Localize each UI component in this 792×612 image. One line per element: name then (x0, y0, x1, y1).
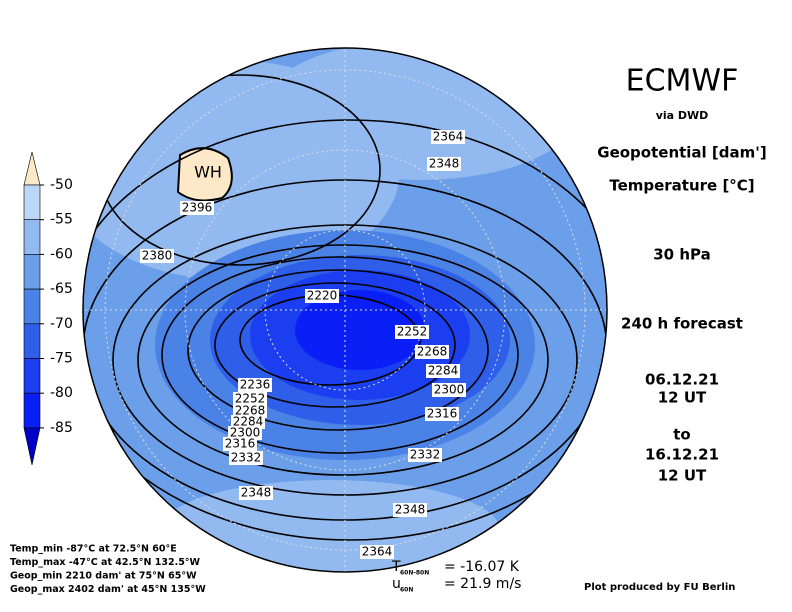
contour-label-box (238, 378, 272, 392)
contour-label: 2332 (410, 448, 441, 462)
level: 30 hPa (653, 246, 711, 264)
contour-label-box (180, 201, 214, 215)
contour-label: 2252 (397, 325, 428, 339)
connector: to (673, 426, 690, 444)
init-time: 12 UT (658, 389, 707, 407)
contour-label: 2316 (225, 437, 256, 451)
contour-label-box (431, 130, 465, 144)
legend-label: -75 (50, 351, 73, 367)
stat-line: Geop_min 2210 dam' at 75°N 65°W (10, 571, 197, 582)
index-subscript: 60N-80N (400, 570, 429, 577)
contour-label-box (239, 486, 273, 500)
contour-label: 2396 (182, 201, 213, 215)
legend-label: -60 (50, 246, 73, 262)
legend-swatch (23, 219, 41, 255)
contour-label: 2300 (230, 426, 261, 440)
contour-label: 2300 (434, 383, 465, 397)
stat-line: Temp_max -47°C at 42.5°N 132.5°W (10, 557, 201, 568)
contour-label: 2268 (235, 404, 266, 418)
legend-label: -50 (50, 177, 73, 193)
source: via DWD (656, 109, 709, 122)
legend-label: -85 (50, 420, 73, 436)
index-value: = -16.07 K (444, 559, 520, 575)
contour-label: 2348 (395, 503, 426, 517)
contour-label-box (408, 448, 442, 462)
contour-label-box (427, 157, 461, 171)
contour-label-box (415, 345, 449, 359)
legend-label: -65 (50, 281, 73, 297)
contour-label: 2364 (362, 545, 393, 559)
contour-label: 2284 (233, 415, 264, 429)
legend-swatch (23, 184, 41, 221)
legend-swatch (23, 392, 41, 429)
legend-label: -55 (50, 212, 73, 228)
legend-swatch (23, 427, 41, 465)
contour-label-box (140, 249, 174, 263)
legend-swatch (23, 254, 41, 290)
contour-label: 2380 (142, 249, 173, 263)
legend-swatch (23, 358, 41, 394)
contour-label-box (231, 415, 265, 429)
contour-label: 2284 (428, 364, 459, 378)
legend-swatch (23, 151, 41, 186)
contour-label-box (432, 383, 466, 397)
field: Temperature [°C] (609, 177, 754, 195)
contour-label-box (360, 545, 394, 559)
contour-label: 2268 (417, 345, 448, 359)
field: Geopotential [dam'] (597, 144, 766, 162)
stat-line: Temp_min -87°C at 72.5°N 60°E (10, 544, 177, 555)
contour-label-box (426, 364, 460, 378)
index-subscript: 60N (400, 587, 413, 594)
init-date: 06.12.21 (645, 371, 719, 389)
legend-swatch (23, 323, 41, 359)
forecast: 240 h forecast (621, 315, 743, 333)
valid-time: 12 UT (658, 467, 707, 485)
stat-line: Geop_max 2402 dam' at 45°N 135°W (10, 584, 206, 595)
contour-label: 2252 (235, 392, 266, 406)
contour-label-box (305, 289, 339, 303)
contour-label: 2364 (433, 130, 464, 144)
contour-label-box (425, 407, 459, 421)
high-label: WH (194, 163, 222, 182)
legend-label: -80 (50, 385, 73, 401)
contour-label-box (395, 325, 429, 339)
index-symbol: u (392, 576, 401, 592)
contour-label-box (223, 437, 257, 451)
index-symbol: T (391, 559, 401, 575)
contour-label: 2348 (241, 486, 272, 500)
contour-label: 2220 (307, 289, 338, 303)
contour-label-box (229, 451, 263, 465)
contour-label-box (233, 392, 267, 406)
legend-label: -70 (50, 316, 73, 332)
credit: Plot produced by FU Berlin (584, 582, 735, 593)
contour-label: 2332 (231, 451, 262, 465)
contour-label: 2348 (429, 157, 460, 171)
contour-label: 2236 (240, 378, 271, 392)
contour-label-box (228, 426, 262, 440)
contour-label: 2316 (427, 407, 458, 421)
legend-swatch (23, 288, 41, 325)
contour-label-box (233, 404, 267, 418)
map (83, 48, 607, 572)
title: ECMWF (626, 64, 739, 99)
valid-date: 16.12.21 (645, 446, 719, 464)
contour-label-box (393, 503, 427, 517)
index-value: = 21.9 m/s (444, 576, 521, 592)
